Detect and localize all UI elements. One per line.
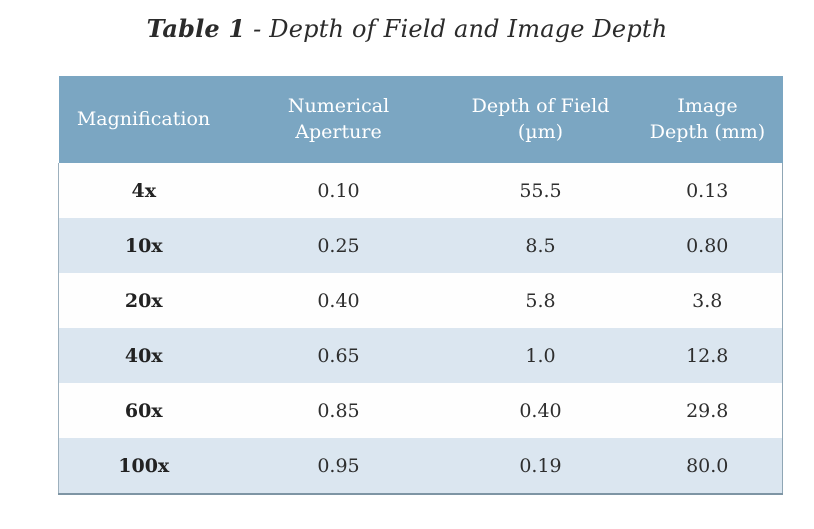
cell-image-depth: 29.8 [632,383,783,438]
cell-image-depth: 12.8 [632,328,783,383]
cell-magnification: 40x [58,328,229,383]
cell-numerical-aperture: 0.95 [228,438,449,495]
table-row: 60x 0.85 0.40 29.8 [58,383,783,438]
cell-magnification: 4x [58,163,229,218]
cell-numerical-aperture: 0.40 [317,289,360,312]
table-header-row: Magnification Numerical Aperture Depth o… [58,76,783,163]
cell-image-depth: 80.0 [632,438,783,495]
column-header-image-depth: Image Depth (mm) [632,76,783,163]
depth-of-field-table: Magnification Numerical Aperture Depth o… [58,76,783,495]
table-row: 4x 0.10 55.5 0.13 [58,163,783,218]
cell-depth-of-field: 5.8 [525,289,556,312]
table-body: 4x 0.10 55.5 0.13 10x 0.25 8.5 0.80 20x … [58,163,783,495]
table-header: Magnification Numerical Aperture Depth o… [58,76,783,163]
table-caption-number: Table 1 [146,14,246,43]
table-row: 20x 0.40 5.8 3.8 [58,273,783,328]
cell-depth-of-field: 0.19 [448,438,633,495]
cell-magnification: 60x [58,383,229,438]
cell-depth-of-field: 8.5 [525,234,556,257]
column-header-magnification: Magnification [58,76,229,163]
table-row: 40x 0.65 1.0 12.8 [58,328,783,383]
column-header-depth-of-field: Depth of Field (µm) [448,76,633,163]
cell-depth-of-field: 1.0 [525,344,556,367]
cell-depth-of-field: 55.5 [519,179,562,202]
table-row: 100x 0.95 0.19 80.0 [58,438,783,495]
table-caption: Table 1 - Depth of Field and Image Depth [0,14,814,43]
cell-numerical-aperture: 0.65 [317,344,360,367]
cell-depth-of-field: 0.40 [519,399,562,422]
cell-numerical-aperture: 0.25 [317,234,360,257]
cell-magnification: 10x [58,218,229,273]
cell-magnification: 100x [58,438,229,495]
table-caption-text: - Depth of Field and Image Depth [245,15,668,43]
cell-magnification: 20x [58,273,229,328]
cell-numerical-aperture: 0.10 [317,179,360,202]
cell-numerical-aperture: 0.85 [317,399,360,422]
cell-image-depth: 0.80 [632,218,783,273]
table-row: 10x 0.25 8.5 0.80 [58,218,783,273]
column-header-numerical-aperture: Numerical Aperture [228,76,449,163]
cell-image-depth: 3.8 [632,273,783,328]
cell-image-depth: 0.13 [632,163,783,218]
